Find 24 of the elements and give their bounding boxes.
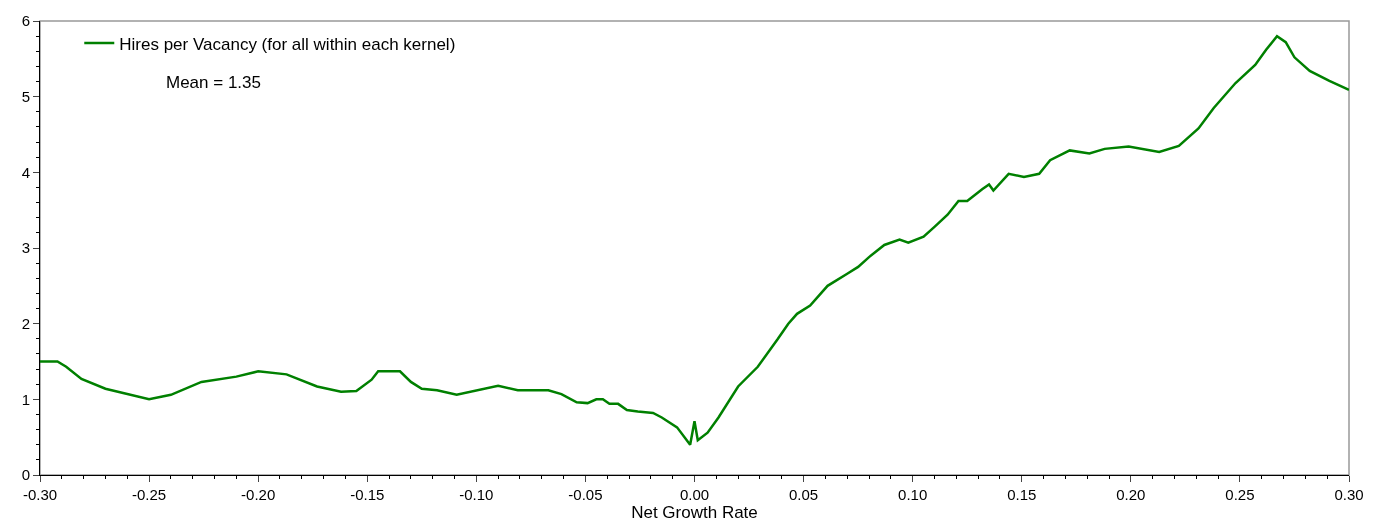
x-tick-label: -0.25: [131, 486, 167, 503]
legend-label: Hires per Vacancy (for all within each kernel): [119, 34, 456, 54]
x-tick-label: -0.30: [22, 486, 58, 503]
x-tick-label: -0.10: [459, 486, 494, 503]
y-tick-label: 4: [21, 163, 30, 181]
y-tick-label: 2: [21, 314, 30, 332]
x-tick-label: -0.15: [350, 486, 385, 503]
x-tick-label: 0.10: [898, 486, 928, 503]
annotation: Mean = 1.35: [166, 73, 261, 92]
line-series: [40, 34, 1349, 446]
y-tick-label: 5: [21, 87, 30, 105]
x-tick-label: -0.20: [241, 486, 276, 503]
x-tick-label: -0.05: [568, 486, 603, 503]
x-axis-title: Net Growth Rate: [631, 503, 758, 523]
x-tick-label: 0.15: [1007, 486, 1037, 503]
y-tick-label: 1: [21, 390, 30, 408]
x-tick-label: 0.05: [788, 486, 819, 503]
x-tick-label: 0.30: [1334, 486, 1364, 503]
x-tick-label: 0.25: [1225, 486, 1255, 503]
x-tick-label: 0.00: [679, 486, 710, 503]
x-tick-label: 0.20: [1116, 486, 1146, 503]
y-tick-label: 0: [21, 466, 30, 484]
y-tick-label: 3: [21, 239, 30, 257]
y-tick-label: 6: [21, 12, 30, 30]
